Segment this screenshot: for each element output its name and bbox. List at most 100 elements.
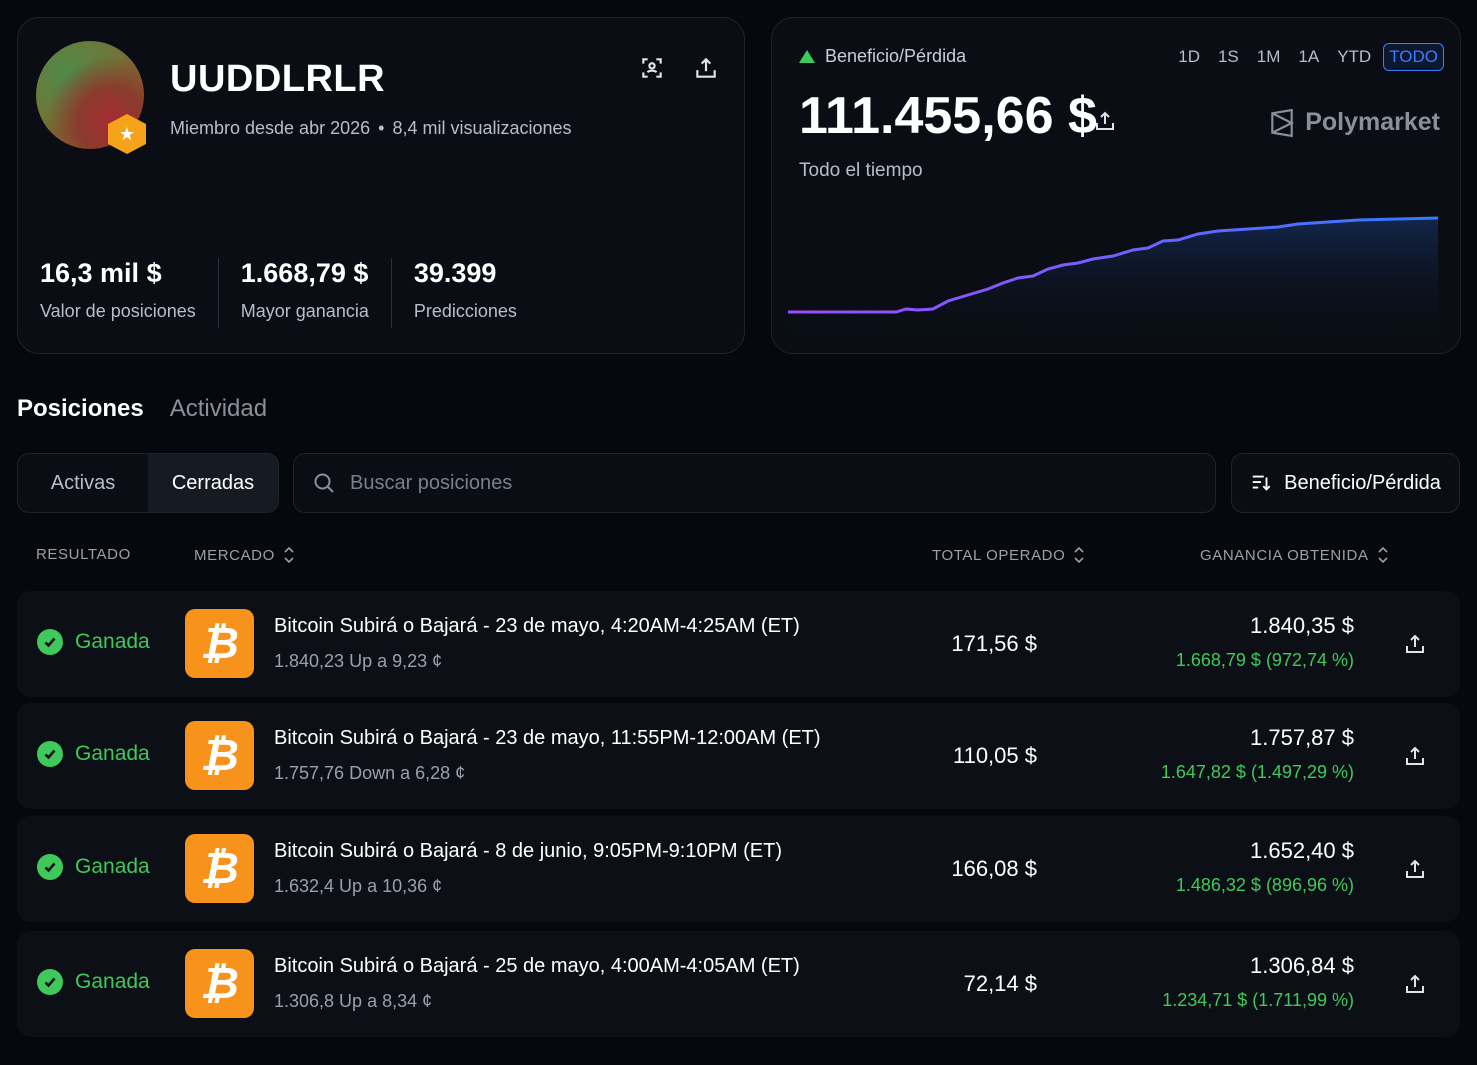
result-label: Ganada xyxy=(75,742,150,765)
result-label: Ganada xyxy=(75,855,150,878)
stat-biggest-win: 1.668,79 $ Mayor ganancia xyxy=(241,258,392,328)
market-title[interactable]: Bitcoin Subirá o Bajará - 23 de mayo, 4:… xyxy=(274,615,800,637)
market-subtitle: 1.757,76 Down a 6,28 ¢ xyxy=(274,763,466,783)
header-market-label: MERCADO xyxy=(194,546,275,564)
profile-stats: 16,3 mil $ Valor de posiciones 1.668,79 … xyxy=(40,258,561,328)
bitcoin-icon: ₿ xyxy=(185,721,254,790)
segment-cerradas[interactable]: Cerradas xyxy=(148,454,278,512)
gain-profit: 1.486,32 $ (896,96 %) xyxy=(1175,875,1354,895)
market-title[interactable]: Bitcoin Subirá o Bajará - 25 de mayo, 4:… xyxy=(274,955,800,977)
sort-icon xyxy=(1252,475,1271,491)
result-label: Ganada xyxy=(75,630,150,653)
table-row[interactable]: Ganada ₿ Bitcoin Subirá o Bajará - 8 de … xyxy=(17,816,1460,922)
main-tabs: Posiciones Actividad xyxy=(17,395,267,423)
views-count: 8,4 mil visualizaciones xyxy=(392,118,572,138)
sort-arrows-icon xyxy=(1074,546,1084,564)
pnl-chart xyxy=(788,216,1439,343)
result-status: Ganada xyxy=(37,969,150,995)
result-status: Ganada xyxy=(37,629,150,655)
range-1m[interactable]: 1M xyxy=(1256,47,1281,66)
gain-profit: 1.234,71 $ (1.711,99 %) xyxy=(1162,990,1354,1010)
range-ytd[interactable]: YTD xyxy=(1337,47,1372,66)
pnl-label: Beneficio/Pérdida xyxy=(799,46,966,67)
share-icon xyxy=(1406,974,1424,993)
member-info: Miembro desde abr 2026 • 8,4 mil visualiza… xyxy=(170,118,572,139)
share-profile-button[interactable] xyxy=(691,53,721,83)
status-segmented-control: Activas Cerradas xyxy=(17,453,279,513)
header-total[interactable]: TOTAL OPERADO xyxy=(932,546,1085,564)
share-row-button[interactable] xyxy=(1400,854,1430,884)
range-todo[interactable]: TODO xyxy=(1383,43,1444,71)
stat-value: 39.399 xyxy=(413,258,497,288)
share-row-button[interactable] xyxy=(1400,969,1430,999)
range-1d[interactable]: 1D xyxy=(1178,47,1200,66)
share-icon xyxy=(696,57,716,78)
range-selector: 1D 1S 1M 1A YTD TODO xyxy=(1172,43,1444,71)
polymarket-brand: Polymarket xyxy=(1269,108,1440,137)
share-icon xyxy=(1406,746,1424,765)
share-icon xyxy=(1406,634,1424,653)
stat-label: Mayor ganancia xyxy=(240,301,369,321)
header-gain-label: GANANCIA OBTENIDA xyxy=(1200,546,1369,564)
header-gain[interactable]: GANANCIA OBTENIDA xyxy=(1200,546,1389,564)
sort-arrows-icon xyxy=(284,546,294,564)
pnl-label-text: Beneficio/Pérdida xyxy=(825,46,967,66)
separator-dot: • xyxy=(378,118,385,138)
pnl-card: Beneficio/Pérdida 1D 1S 1M 1A YTD TODO 1… xyxy=(771,17,1461,354)
range-1a[interactable]: 1A xyxy=(1298,47,1320,66)
sort-label: Beneficio/Pérdida xyxy=(1284,471,1441,494)
profile-card: ★ UUDDLRLR Miembro desde abr 2026 • 8,4 mi… xyxy=(17,17,745,354)
stat-label: Predicciones xyxy=(413,301,517,321)
username: UUDDLRLR xyxy=(170,58,386,100)
share-row-button[interactable] xyxy=(1400,629,1430,659)
search-input[interactable] xyxy=(350,471,1170,495)
sort-arrows-icon xyxy=(1378,546,1388,564)
bitcoin-icon: ₿ xyxy=(185,949,254,1018)
share-row-button[interactable] xyxy=(1400,741,1430,771)
total-traded: 110,05 $ xyxy=(952,743,1037,768)
result-status: Ganada xyxy=(37,854,150,880)
tab-posiciones[interactable]: Posiciones xyxy=(17,395,144,422)
triangle-up-icon xyxy=(799,50,815,63)
header-total-label: TOTAL OPERADO xyxy=(932,546,1066,564)
market-subtitle: 1.840,23 Up a 9,23 ¢ xyxy=(274,651,443,671)
gain-value: 1.757,87 $ xyxy=(1250,725,1354,750)
result-status: Ganada xyxy=(37,741,150,767)
share-icon xyxy=(1096,111,1114,130)
market-title[interactable]: Bitcoin Subirá o Bajará - 23 de mayo, 11… xyxy=(274,727,821,749)
table-row[interactable]: Ganada ₿ Bitcoin Subirá o Bajará - 23 de… xyxy=(17,703,1460,809)
market-subtitle: 1.632,4 Up a 10,36 ¢ xyxy=(274,876,443,896)
stat-value: 1.668,79 $ xyxy=(240,258,369,288)
market-title[interactable]: Bitcoin Subirá o Bajará - 8 de junio, 9:… xyxy=(274,840,783,862)
range-1s[interactable]: 1S xyxy=(1217,47,1239,66)
tab-actividad[interactable]: Actividad xyxy=(169,395,268,422)
gain-value: 1.306,84 $ xyxy=(1250,953,1354,978)
gain-value: 1.840,35 $ xyxy=(1250,613,1354,638)
share-pnl-button[interactable] xyxy=(1090,106,1120,136)
stat-positions-value: 16,3 mil $ Valor de posiciones xyxy=(40,258,219,328)
total-traded: 72,14 $ xyxy=(963,971,1037,996)
gain-profit: 1.647,82 $ (1.497,29 %) xyxy=(1160,762,1354,782)
share-icon xyxy=(1406,859,1424,878)
bitcoin-icon: ₿ xyxy=(185,834,254,903)
segment-activas[interactable]: Activas xyxy=(50,471,116,494)
check-circle-icon xyxy=(37,854,63,880)
market-subtitle: 1.306,8 Up a 8,34 ¢ xyxy=(274,991,433,1011)
pnl-chart-line xyxy=(788,216,1439,314)
scan-qr-button[interactable] xyxy=(637,53,667,83)
check-circle-icon xyxy=(37,629,63,655)
stat-label: Valor de posiciones xyxy=(40,301,196,321)
result-label: Ganada xyxy=(75,970,150,993)
check-circle-icon xyxy=(37,969,63,995)
table-row[interactable]: Ganada ₿ Bitcoin Subirá o Bajará - 25 de… xyxy=(17,931,1460,1037)
header-market[interactable]: MERCADO xyxy=(194,546,295,564)
pnl-value: 111.455,66 $ xyxy=(799,87,1097,145)
brand-name: Polymarket xyxy=(1305,108,1440,136)
scan-icon xyxy=(642,58,662,78)
check-circle-icon xyxy=(37,741,63,767)
stat-value: 16,3 mil $ xyxy=(40,258,162,288)
table-row[interactable]: Ganada ₿ Bitcoin Subirá o Bajará - 23 de… xyxy=(17,591,1460,697)
search-box xyxy=(293,453,1216,513)
total-traded: 166,08 $ xyxy=(951,856,1037,881)
sort-button[interactable]: Beneficio/Pérdida xyxy=(1231,453,1460,513)
